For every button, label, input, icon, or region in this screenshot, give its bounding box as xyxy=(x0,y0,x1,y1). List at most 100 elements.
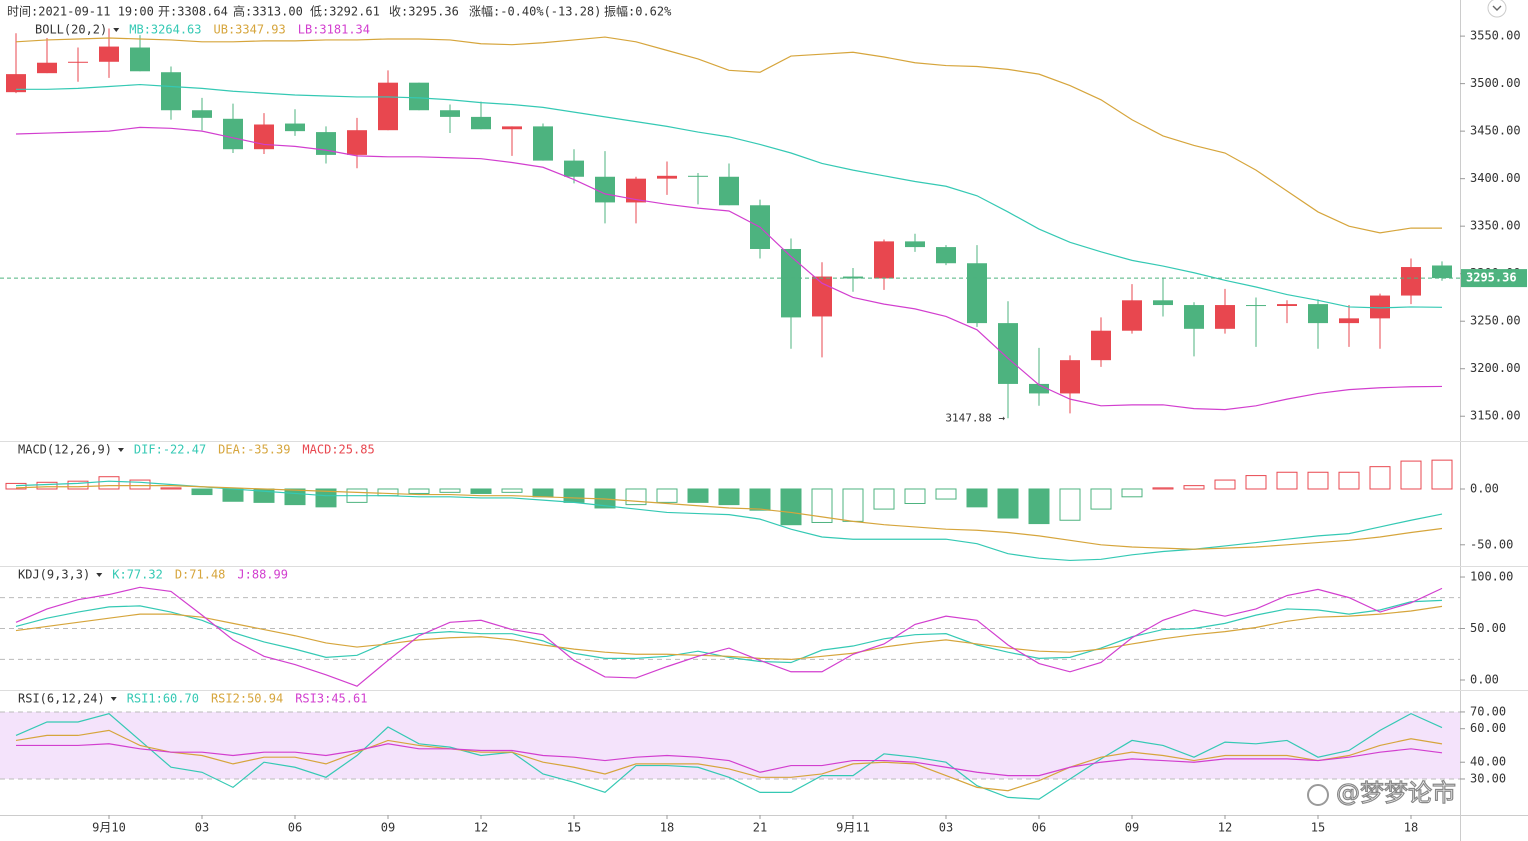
header-field: 开:3308.64 xyxy=(158,5,228,19)
macd-bar xyxy=(377,488,399,497)
indicator-line xyxy=(15,605,1443,661)
macd-bar xyxy=(1338,471,1360,490)
candle-body xyxy=(1029,383,1049,394)
menu-chevron[interactable] xyxy=(1492,5,1502,11)
macd-bar xyxy=(904,488,926,504)
macd-bar xyxy=(563,488,585,503)
macd-bar xyxy=(656,488,678,503)
header-field: 低:3292.61 xyxy=(310,5,380,19)
watermark-logo xyxy=(1307,784,1329,806)
candle-body xyxy=(1308,304,1328,324)
macd-bar xyxy=(129,479,151,490)
candle-body xyxy=(998,323,1018,384)
y-tick-label: 3200.00 xyxy=(1470,361,1521,375)
macd-bar xyxy=(36,481,58,490)
boll-line xyxy=(15,126,1443,411)
y-tick-label: 3500.00 xyxy=(1470,76,1521,90)
legend-entry: MACD:25.85 xyxy=(302,443,374,457)
y-tick-label: 3350.00 xyxy=(1470,219,1521,233)
candle-body xyxy=(1060,360,1080,394)
candle-body xyxy=(130,47,150,72)
macd-bar xyxy=(935,488,957,500)
macd-bar xyxy=(67,480,89,490)
candle-body xyxy=(1246,305,1266,307)
x-tick-label: 09 xyxy=(1125,821,1139,835)
x-tick-label: 9月11 xyxy=(836,821,870,835)
candle-body xyxy=(1153,300,1173,306)
candle-body xyxy=(440,110,460,117)
indicator-line xyxy=(15,599,1443,664)
indicator-title: KDJ(9,3,3) xyxy=(18,568,90,582)
candle-body xyxy=(595,176,615,203)
macd-bar xyxy=(718,488,740,506)
header-field: 涨幅:-0.40%(-13.28) xyxy=(469,4,601,19)
indicator-menu xyxy=(117,448,124,452)
legend-entry: LB:3181.34 xyxy=(298,23,370,37)
y-tick-label: 3150.00 xyxy=(1470,409,1521,423)
legend-entry: K:77.32 xyxy=(112,568,163,582)
macd-bar xyxy=(1369,466,1391,490)
menu-button-circle[interactable] xyxy=(1487,0,1507,18)
indicator-line xyxy=(15,586,1443,687)
macd-bar xyxy=(1214,479,1236,490)
candle-body xyxy=(347,130,367,155)
candle-body xyxy=(1184,305,1204,329)
indicator-menu xyxy=(113,28,120,32)
candle-body xyxy=(781,248,801,318)
legend-entry: RSI1:60.70 xyxy=(127,692,199,706)
y-tick-label: 70.00 xyxy=(1470,704,1506,718)
candle-body xyxy=(967,263,987,324)
macd-bar xyxy=(873,488,895,510)
macd-bar xyxy=(98,476,120,490)
legend-entry: RSI3:45.61 xyxy=(295,692,367,706)
indicator-line xyxy=(15,729,1443,792)
macd-bar xyxy=(315,488,337,508)
x-tick-label: 03 xyxy=(939,821,953,835)
candle-body xyxy=(1215,305,1235,329)
candle-body xyxy=(688,175,708,177)
rsi-band xyxy=(0,711,1460,779)
macd-line xyxy=(15,485,1443,550)
indicator-title: RSI(6,12,24) xyxy=(18,692,105,706)
candle-body xyxy=(1122,300,1142,331)
macd-bar xyxy=(842,488,864,522)
candle-body xyxy=(502,126,522,130)
boll-line xyxy=(16,83,1443,309)
y-tick-label: 40.00 xyxy=(1470,755,1506,769)
macd-bar xyxy=(1276,471,1298,490)
watermark: @梦梦论市 xyxy=(1336,779,1456,807)
macd-bar xyxy=(532,488,554,498)
candle-body xyxy=(1277,304,1297,307)
macd-bar xyxy=(966,488,988,508)
macd-bar xyxy=(811,488,833,523)
x-tick-label: 09 xyxy=(381,821,395,835)
candle-body xyxy=(6,74,26,93)
candle-body xyxy=(1370,295,1390,319)
x-tick-label: 9月10 xyxy=(92,821,126,835)
candle-body xyxy=(905,241,925,248)
macd-bar xyxy=(1059,488,1081,521)
y-tick-label: 0.00 xyxy=(1470,481,1499,495)
candle-body xyxy=(378,82,398,131)
menu-button[interactable] xyxy=(1487,0,1507,18)
y-tick-label: 3400.00 xyxy=(1470,171,1521,185)
x-tick-label: 18 xyxy=(660,821,674,835)
y-tick-label: 30.00 xyxy=(1470,771,1506,785)
macd-bar xyxy=(780,488,802,526)
macd-bar xyxy=(997,488,1019,519)
indicator-title: BOLL(20,2) xyxy=(35,23,107,37)
macd-bar xyxy=(222,488,244,502)
x-tick-label: 18 xyxy=(1404,821,1418,835)
indicator-menu xyxy=(96,573,103,577)
candle-body xyxy=(68,61,88,63)
x-tick-label: 06 xyxy=(1032,821,1046,835)
indicator-title: MACD(12,26,9) xyxy=(18,443,112,457)
macd-bar xyxy=(1431,459,1453,490)
macd-line xyxy=(15,480,1443,562)
y-tick-label: 0.00 xyxy=(1470,673,1499,687)
candle-body xyxy=(1432,265,1452,279)
legend-entry: RSI2:50.94 xyxy=(211,692,283,706)
y-tick-label: 3550.00 xyxy=(1470,29,1521,43)
candle-body xyxy=(161,72,181,111)
